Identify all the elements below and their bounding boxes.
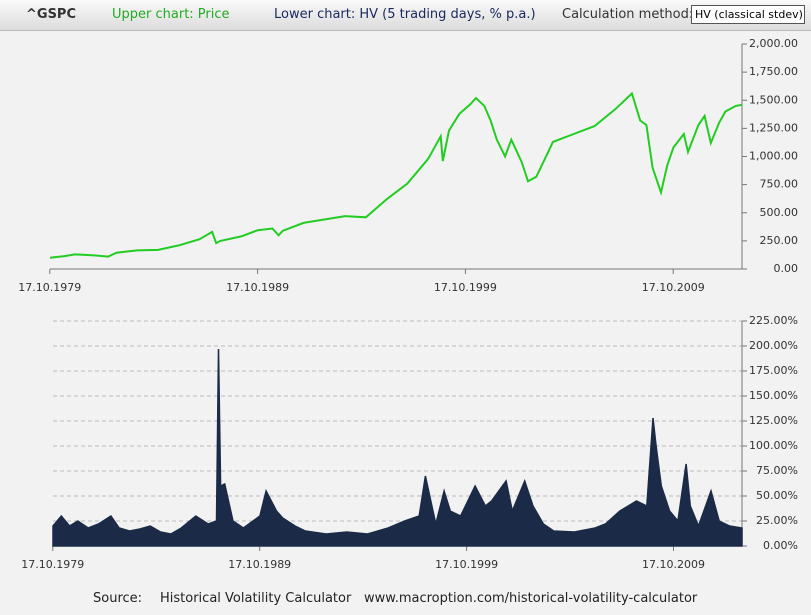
source-url: www.macroption.com/historical-volatility… — [364, 591, 698, 606]
price-line — [49, 91, 743, 259]
x-tick-label: 17.10.2009 — [642, 558, 705, 571]
volatility-area — [52, 348, 743, 547]
symbol: ^GSPC — [26, 7, 76, 22]
x-tick-label: 17.10.2009 — [642, 281, 705, 294]
y-tick-label: 1,750.00 — [749, 65, 798, 78]
y-tick-label: 2,000.00 — [749, 37, 798, 50]
x-tick-label: 17.10.1999 — [435, 558, 498, 571]
x-tick-label: 17.10.1979 — [18, 281, 81, 294]
y-tick-label: 1,250.00 — [749, 121, 798, 134]
header: ^GSPC Upper chart: Price Lower chart: HV… — [0, 0, 811, 31]
x-tick-label: 17.10.1979 — [21, 558, 84, 571]
y-tick-label: 500.00 — [760, 206, 799, 219]
y-tick-label: 1,000.00 — [749, 150, 798, 163]
lower-label: Lower chart: HV (5 trading days, % p.a.) — [274, 7, 536, 22]
method-label: Calculation method: — [562, 7, 694, 22]
y-tick-label: 75.00% — [756, 464, 798, 477]
y-tick-label: 0.00 — [774, 262, 799, 275]
upper-label: Upper chart: Price — [112, 7, 230, 22]
method-value: HV (classical stdev) — [695, 8, 803, 21]
charts: 0.00 250.00 500.00 750.00 1,000.00 1,250.00 1,… — [18, 37, 799, 571]
y-tick-label: 50.00% — [756, 489, 798, 502]
y-tick-label: 125.00% — [749, 414, 798, 427]
method-select[interactable]: HV (classical stdev) — [691, 5, 805, 24]
y-tick-label: 200.00% — [749, 339, 798, 352]
x-tick-label: 17.10.1999 — [434, 281, 497, 294]
y-tick-label: 25.00% — [756, 514, 798, 527]
y-tick-label: 100.00% — [749, 439, 798, 452]
y-tick-label: 175.00% — [749, 364, 798, 377]
y-tick-label: 250.00 — [760, 234, 799, 247]
x-tick-label: 17.10.1989 — [226, 281, 289, 294]
source-name: Historical Volatility Calculator — [160, 591, 352, 606]
source-label: Source: — [93, 591, 143, 606]
y-tick-label: 225.00% — [749, 314, 798, 327]
x-tick-label: 17.10.1989 — [228, 558, 291, 571]
y-tick-label: 750.00 — [760, 178, 799, 191]
y-tick-label: 1,500.00 — [749, 93, 798, 106]
y-tick-label: 150.00% — [749, 389, 798, 402]
y-tick-label: 0.00% — [763, 539, 798, 552]
